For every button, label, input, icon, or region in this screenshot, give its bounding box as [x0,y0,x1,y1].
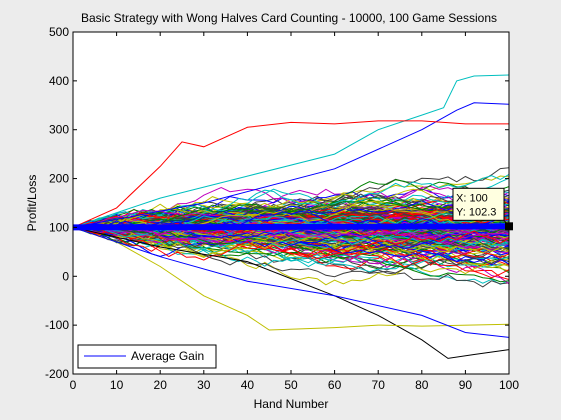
legend-box [77,344,217,369]
datatip-y-text: Y: 102.3 [456,206,496,218]
x-tick-label: 10 [110,378,124,392]
average-gain-point [420,225,424,229]
x-tick-label: 20 [154,378,168,392]
y-axis-label: Profit/Loss [25,175,39,232]
x-tick-label: 0 [70,378,77,392]
session-path [73,222,509,257]
x-axis-label: Hand Number [254,397,329,411]
average-gain-layer [73,223,509,231]
y-tick-label: -100 [45,318,69,332]
extreme-session-path [73,226,509,359]
x-tick-label: 40 [241,378,255,392]
y-axis-ticks: -200 -100 0 100 200 300 400 500 [45,25,509,381]
y-tick-label: 200 [49,172,69,186]
extreme-session-path [73,74,509,228]
session-path [73,204,509,230]
x-tick-label: 60 [328,378,342,392]
datatip-box [452,187,505,221]
extreme-session-path [73,226,509,331]
y-tick-label: 300 [49,123,69,137]
datatip[interactable]: X: 100 Y: 102.3 [452,187,513,231]
x-tick-label: 30 [197,378,211,392]
y-tick-label: 400 [49,74,69,88]
chart-title: Basic Strategy with Wong Halves Card Cou… [81,11,497,25]
plot-area [73,32,509,374]
average-gain-point [245,225,249,229]
extreme-session-path [73,226,509,338]
y-tick-label: -200 [45,367,69,381]
average-gain-point [333,225,337,229]
extreme-session-path [73,102,509,228]
average-gain-point [115,225,119,229]
x-tick-label: 100 [499,378,519,392]
session-path [73,221,509,278]
average-gain-point [289,225,293,229]
y-tick-label: 0 [62,269,69,283]
average-gain-point [376,225,380,229]
average-gain-point [463,224,467,228]
session-path [73,216,509,240]
x-tick-label: 50 [284,378,298,392]
x-tick-label: 80 [415,378,429,392]
session-path [73,224,509,238]
average-gain-point [202,225,206,229]
y-tick-label: 100 [49,220,69,234]
legend-label-average-gain: Average Gain [131,349,204,363]
x-tick-label: 70 [372,378,386,392]
datatip-x-text: X: 100 [456,192,488,204]
average-gain-point [158,225,162,229]
x-axis-ticks: 0 10 20 30 40 50 60 70 80 90 100 [70,32,519,392]
legend: Average Gain [77,344,217,369]
x-tick-label: 90 [459,378,473,392]
extreme-session-path [73,120,509,228]
datatip-marker[interactable] [505,222,513,231]
session-path [73,226,509,261]
y-tick-label: 500 [49,25,69,39]
session-path [73,212,509,228]
